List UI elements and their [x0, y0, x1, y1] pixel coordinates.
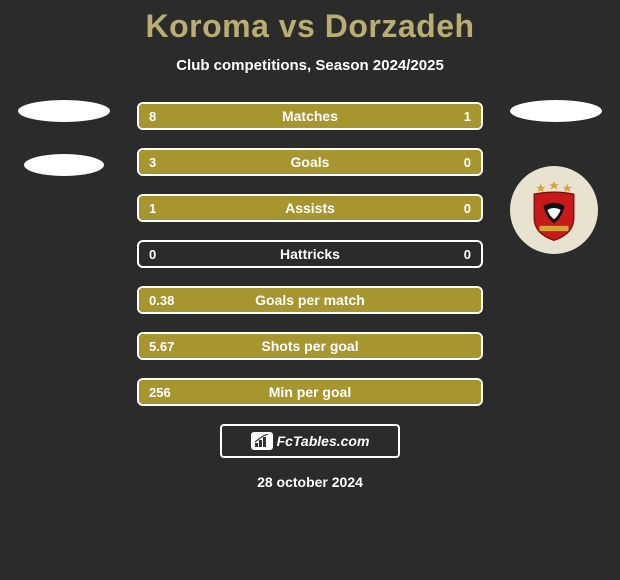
stat-value-right: 1: [464, 104, 471, 128]
stat-value-right: 0: [464, 196, 471, 220]
stat-row: 8Matches1: [137, 102, 483, 130]
stat-value-right: 0: [464, 242, 471, 266]
stat-row: 5.67Shots per goal: [137, 332, 483, 360]
stat-row: 0.38Goals per match: [137, 286, 483, 314]
stat-label: Assists: [139, 196, 481, 220]
stat-row: 256Min per goal: [137, 378, 483, 406]
date: 28 october 2024: [0, 474, 620, 490]
ellipse-icon: [510, 100, 602, 122]
stat-label: Shots per goal: [139, 334, 481, 358]
stat-label: Matches: [139, 104, 481, 128]
stat-value-right: 0: [464, 150, 471, 174]
stat-row: 3Goals0: [137, 148, 483, 176]
ellipse-icon: [24, 154, 104, 176]
stat-bars: 8Matches13Goals01Assists00Hattricks00.38…: [137, 102, 483, 406]
club-badge-icon: [521, 177, 587, 243]
subtitle: Club competitions, Season 2024/2025: [0, 57, 620, 74]
right-player-shapes: [510, 102, 602, 254]
stats-area: 8Matches13Goals01Assists00Hattricks00.38…: [0, 102, 620, 406]
stat-label: Min per goal: [139, 380, 481, 404]
stat-label: Hattricks: [139, 242, 481, 266]
left-player-shapes: [18, 102, 110, 176]
club-badge: [510, 166, 598, 254]
site-logo: FcTables.com: [220, 424, 400, 458]
site-name: FcTables.com: [277, 433, 370, 449]
stat-row: 0Hattricks0: [137, 240, 483, 268]
page-title: Koroma vs Dorzadeh: [0, 0, 620, 45]
stat-row: 1Assists0: [137, 194, 483, 222]
ellipse-icon: [18, 100, 110, 122]
stat-label: Goals: [139, 150, 481, 174]
chart-icon: [251, 432, 273, 450]
stat-label: Goals per match: [139, 288, 481, 312]
